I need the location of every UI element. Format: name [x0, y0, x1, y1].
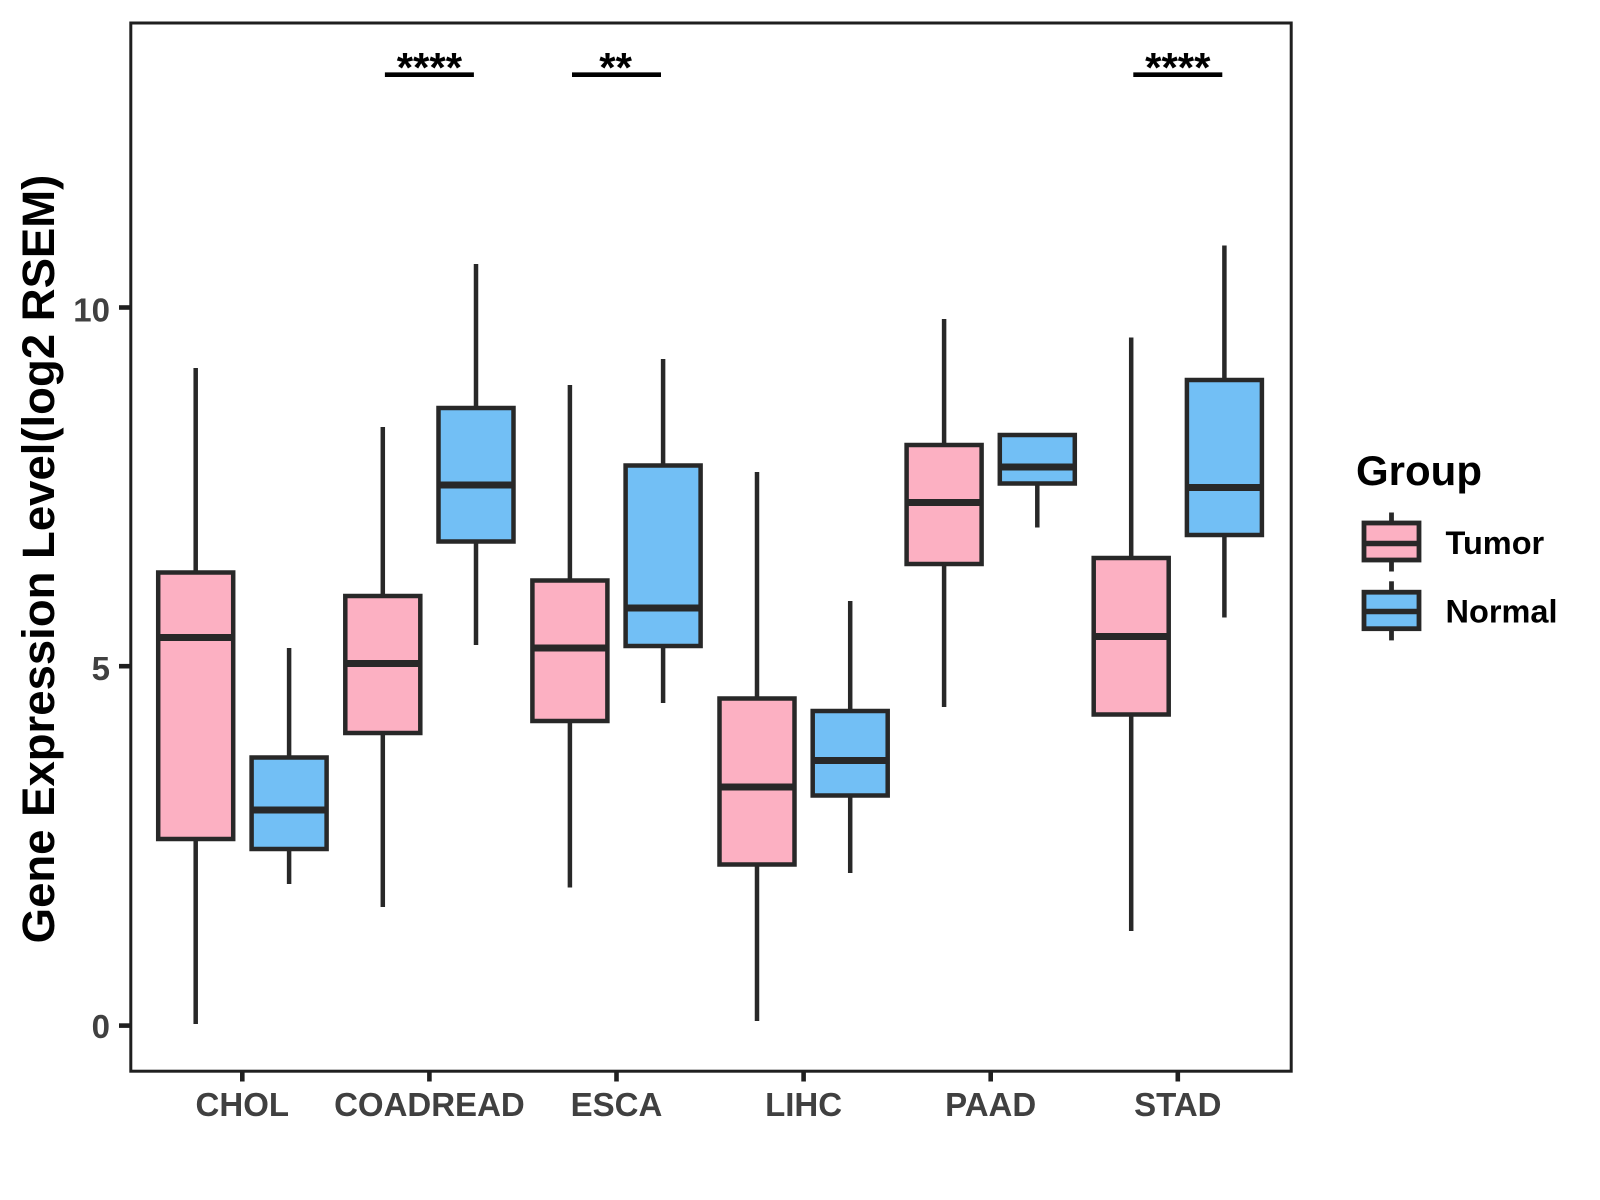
svg-text:CHOL: CHOL — [196, 1086, 290, 1123]
svg-text:10: 10 — [73, 292, 110, 329]
svg-text:****: **** — [1145, 44, 1211, 91]
svg-text:COADREAD: COADREAD — [334, 1086, 525, 1123]
svg-text:****: **** — [397, 44, 463, 91]
svg-text:Group: Group — [1356, 447, 1482, 494]
svg-text:5: 5 — [92, 650, 110, 687]
svg-text:ESCA: ESCA — [571, 1086, 663, 1123]
svg-text:Tumor: Tumor — [1446, 525, 1545, 561]
svg-text:**: ** — [599, 44, 632, 91]
svg-text:Normal: Normal — [1446, 594, 1558, 630]
svg-text:LIHC: LIHC — [765, 1086, 842, 1123]
svg-text:STAD: STAD — [1134, 1086, 1221, 1123]
svg-text:0: 0 — [92, 1008, 110, 1045]
svg-text:Gene Expression Level(log2 RSE: Gene Expression Level(log2 RSEM) — [13, 175, 64, 944]
svg-text:PAAD: PAAD — [945, 1086, 1036, 1123]
